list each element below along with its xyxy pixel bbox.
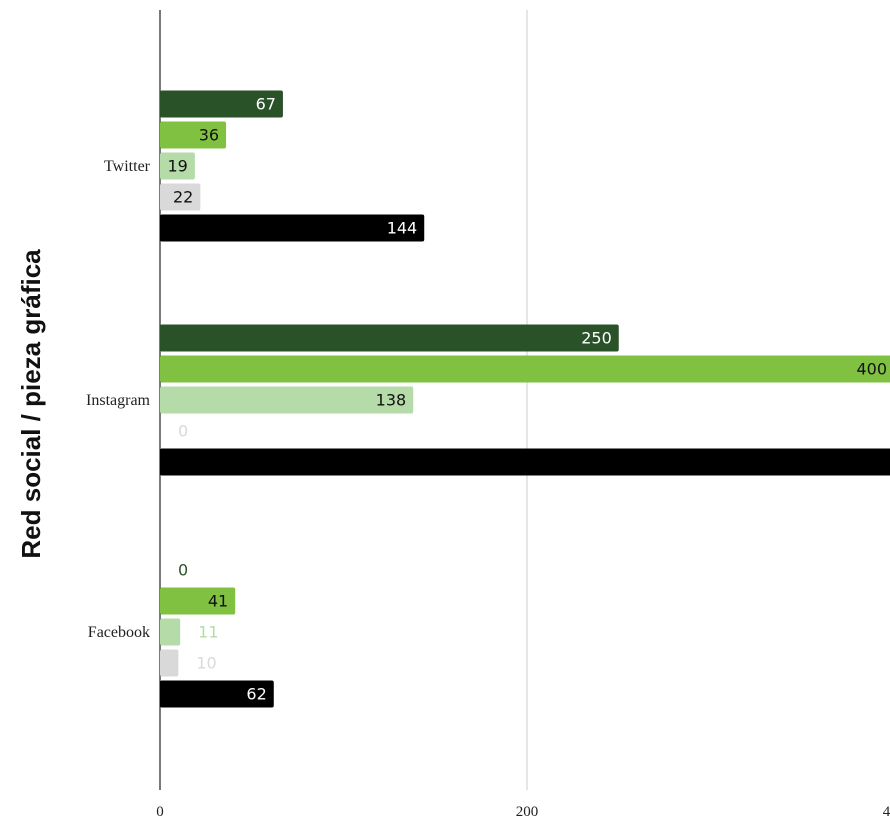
bar [160,214,425,242]
bar [160,386,414,414]
bar [160,355,890,383]
value-label: 138 [376,391,407,410]
bar [160,649,179,677]
x-tick-label: 400 [883,804,890,818]
bar [160,680,274,708]
bar [160,121,227,149]
bar [160,90,283,118]
value-label: 22 [173,188,193,207]
bar [160,587,236,615]
x-tick-label: 0 [156,804,164,818]
value-label: 10 [196,654,216,673]
value-label: 400 [856,360,887,379]
x-tick-label: 200 [516,804,539,818]
bar [160,183,201,211]
value-label: 62 [246,685,266,704]
value-label: 19 [168,157,188,176]
value-label: 0 [178,422,188,441]
bar [160,152,195,180]
bar [160,618,181,646]
bar [160,448,890,476]
y-axis-title: Red social / pieza gráfica [16,249,46,559]
bar [160,324,619,352]
value-label: 36 [199,126,219,145]
category-label: Instagram [86,392,151,409]
value-label: 250 [581,329,612,348]
value-label: 144 [387,219,418,238]
value-label: 41 [208,592,228,611]
category-label: Twitter [104,158,151,175]
value-label: 0 [178,561,188,580]
value-label: 67 [256,95,276,114]
category-label: Facebook [88,624,150,641]
value-label: 11 [198,623,218,642]
